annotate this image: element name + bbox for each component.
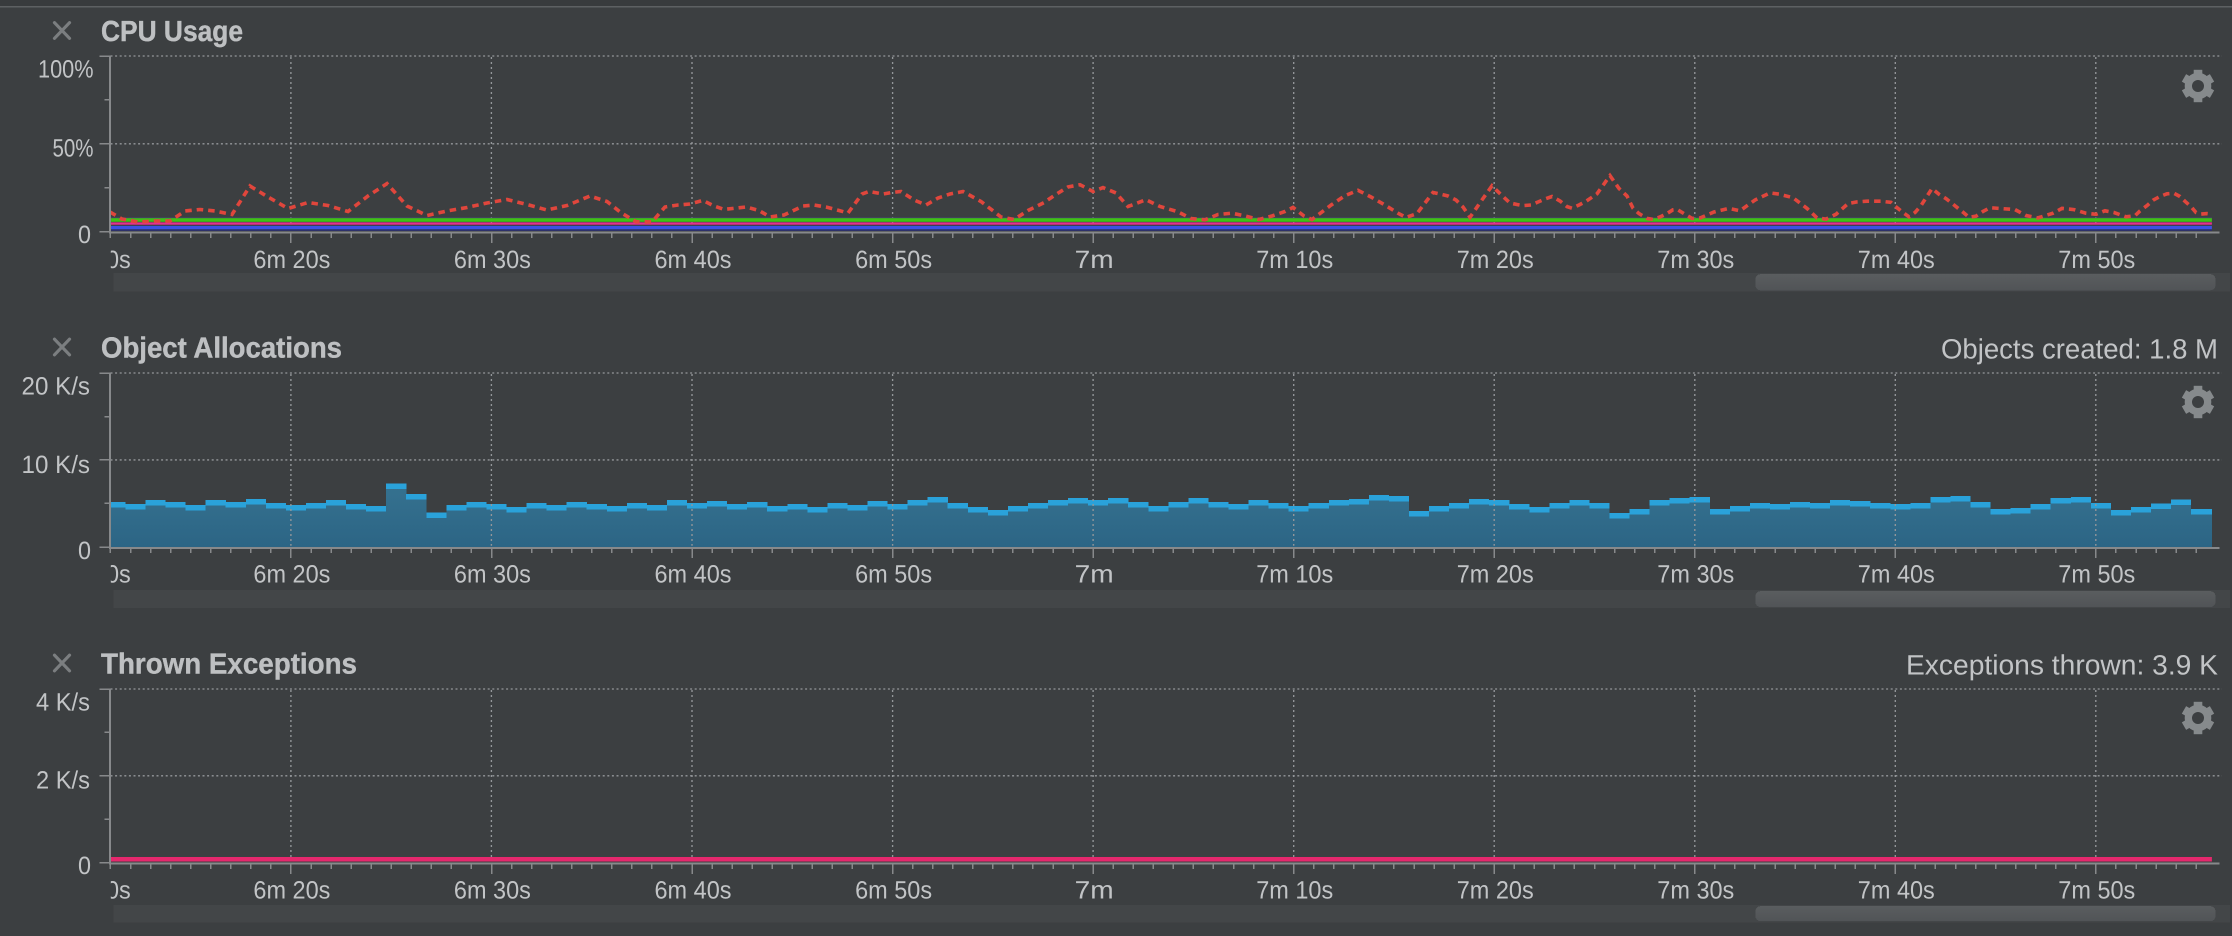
svg-text:4 K/s: 4 K/s — [36, 689, 90, 717]
svg-text:6m 50s: 6m 50s — [855, 560, 932, 588]
svg-text:6m 30s: 6m 30s — [454, 246, 531, 274]
svg-text:7m 10s: 7m 10s — [1256, 246, 1333, 274]
svg-text:7m 30s: 7m 30s — [1657, 560, 1734, 588]
svg-text:0: 0 — [78, 852, 91, 880]
svg-text:7m 50s: 7m 50s — [2058, 560, 2135, 588]
svg-text:6m 40s: 6m 40s — [655, 876, 732, 904]
svg-text:7m: 7m — [1075, 876, 1114, 904]
svg-text:6m 40s: 6m 40s — [655, 246, 732, 274]
svg-text:2 K/s: 2 K/s — [36, 767, 90, 795]
svg-text:7m 40s: 7m 40s — [1858, 876, 1935, 904]
svg-text:7m: 7m — [1075, 560, 1114, 588]
svg-text:7m 50s: 7m 50s — [2058, 876, 2135, 904]
svg-text:Thrown Exceptions: Thrown Exceptions — [101, 649, 357, 681]
svg-text:6m 50s: 6m 50s — [855, 246, 932, 274]
svg-text:7m 10s: 7m 10s — [1256, 560, 1333, 588]
svg-text:7m 30s: 7m 30s — [1657, 876, 1734, 904]
svg-text:20 K/s: 20 K/s — [22, 373, 91, 401]
svg-text:6m 20s: 6m 20s — [253, 246, 330, 274]
svg-text:6m 10s: 6m 10s — [54, 246, 131, 274]
svg-text:7m 50s: 7m 50s — [2058, 246, 2135, 274]
svg-text:Object Allocations: Object Allocations — [101, 333, 342, 365]
svg-text:7m 10s: 7m 10s — [1256, 876, 1333, 904]
svg-text:7m 40s: 7m 40s — [1858, 246, 1935, 274]
svg-text:7m 20s: 7m 20s — [1457, 246, 1534, 274]
svg-text:100%: 100% — [38, 56, 94, 84]
svg-text:Exceptions thrown: 3.9 K: Exceptions thrown: 3.9 K — [1906, 650, 2218, 681]
svg-text:CPU Usage: CPU Usage — [101, 16, 243, 48]
svg-text:6m 10s: 6m 10s — [54, 876, 131, 904]
svg-text:6m 10s: 6m 10s — [54, 560, 131, 588]
svg-text:6m 50s: 6m 50s — [855, 876, 932, 904]
svg-text:0: 0 — [78, 221, 91, 249]
svg-text:6m 20s: 6m 20s — [253, 876, 330, 904]
svg-text:7m: 7m — [1075, 246, 1114, 274]
svg-text:7m 30s: 7m 30s — [1657, 246, 1734, 274]
svg-text:6m 30s: 6m 30s — [454, 876, 531, 904]
svg-text:6m 30s: 6m 30s — [454, 560, 531, 588]
svg-text:10 K/s: 10 K/s — [22, 451, 91, 479]
svg-text:7m 20s: 7m 20s — [1457, 876, 1534, 904]
svg-text:0: 0 — [78, 537, 91, 565]
svg-text:50%: 50% — [53, 135, 94, 163]
svg-text:7m 40s: 7m 40s — [1858, 560, 1935, 588]
svg-text:Objects created: 1.8 M: Objects created: 1.8 M — [1941, 334, 2218, 365]
svg-text:6m 20s: 6m 20s — [253, 560, 330, 588]
svg-text:6m 40s: 6m 40s — [655, 560, 732, 588]
svg-text:7m 20s: 7m 20s — [1457, 560, 1534, 588]
